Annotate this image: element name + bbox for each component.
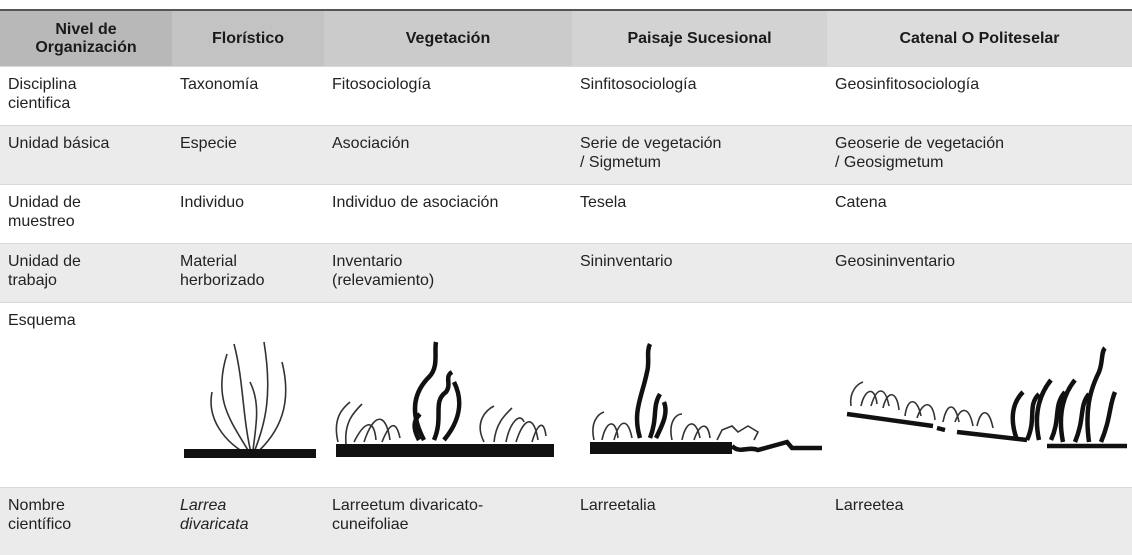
cell: Larreetalia: [572, 488, 827, 555]
cell: Larreetea: [827, 488, 1132, 555]
row: Disciplina cientifica Taxonomía Fitosoci…: [0, 67, 1132, 126]
cell: Sininventario: [572, 244, 827, 303]
row: Unidad básica Especie Asociación Serie d…: [0, 126, 1132, 185]
header-cell: Nivel de Organización: [0, 11, 172, 67]
cell: Catena: [827, 185, 1132, 244]
cell: Nombre científico: [0, 488, 172, 555]
sketch-cell: [172, 303, 324, 488]
page: {"table": { "header": ["Nivel de\nOrgani…: [0, 0, 1132, 522]
header-row: Nivel de Organización Florístico Vegetac…: [0, 11, 1132, 67]
cell: Geosininventario: [827, 244, 1132, 303]
cell: Taxonomía: [172, 67, 324, 126]
cell: Tesela: [572, 185, 827, 244]
cell: Fitosociología: [324, 67, 572, 126]
header-cell: Florístico: [172, 11, 324, 67]
table: Nivel de Organización Florístico Vegetac…: [0, 11, 1132, 555]
cell: Unidad básica: [0, 126, 172, 185]
sketch-catena: [827, 322, 1132, 468]
cell: Individuo de asociación: [324, 185, 572, 244]
cell: Unidad de muestreo: [0, 185, 172, 244]
sketch-successional: [572, 322, 827, 468]
cell: Geosinfitosociología: [827, 67, 1132, 126]
sketch-cell: [827, 303, 1132, 488]
cell: Larreetum divaricato- cuneifoliae: [324, 488, 572, 555]
cell: Sinfitosociología: [572, 67, 827, 126]
cell: Especie: [172, 126, 324, 185]
cell: Asociación: [324, 126, 572, 185]
cell: Inventario (relevamiento): [324, 244, 572, 303]
cell: Serie de vegetación / Sigmetum: [572, 126, 827, 185]
cell: Disciplina cientifica: [0, 67, 172, 126]
sketch-association: [324, 322, 572, 468]
sketch-cell: [324, 303, 572, 488]
header-cell: Catenal O Politeselar: [827, 11, 1132, 67]
cell: Larrea divaricata: [172, 488, 324, 555]
header-cell: Paisaje Sucesional: [572, 11, 827, 67]
header-cell: Vegetación: [324, 11, 572, 67]
sketch-cell: [572, 303, 827, 488]
row: Nombre científico Larrea divaricata Larr…: [0, 488, 1132, 555]
row: Unidad de muestreo Individuo Individuo d…: [0, 185, 1132, 244]
row: Unidad de trabajo Material herborizado I…: [0, 244, 1132, 303]
sketch-individual: [172, 322, 324, 468]
cell: Geoserie de vegetación / Geosigmetum: [827, 126, 1132, 185]
cell: Individuo: [172, 185, 324, 244]
cell: Unidad de trabajo: [0, 244, 172, 303]
cell: Material herborizado: [172, 244, 324, 303]
cell: Esquema: [0, 303, 172, 488]
row: Esquema: [0, 303, 1132, 488]
